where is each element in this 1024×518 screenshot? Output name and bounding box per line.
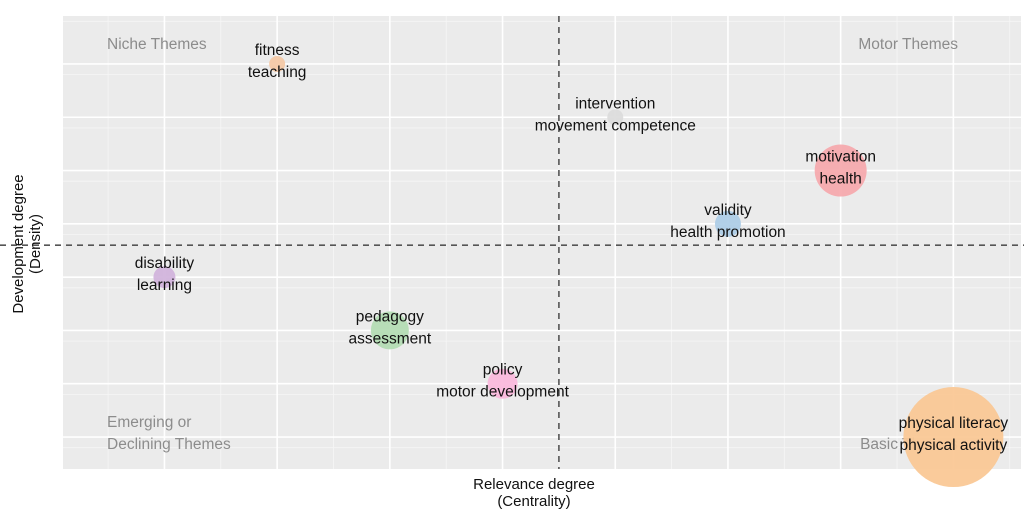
y-axis-title-line-1: Development degree	[10, 174, 27, 313]
bubble-label: disability	[135, 255, 195, 272]
bubble-label: health	[820, 171, 862, 188]
bubble-label: health promotion	[670, 224, 785, 241]
quadrant-label-bottom-left: Emerging or	[107, 414, 191, 431]
bubble-label: assessment	[348, 330, 431, 347]
bubble	[153, 266, 176, 289]
quadrant-labels: Niche Themes Motor Themes Emerging or Decli…	[107, 36, 958, 453]
quadrant-label-top-right: Motor Themes	[858, 36, 958, 53]
bubble-label: pedagogy	[356, 308, 424, 325]
point-labels: fitness teaching intervention movement comp…	[135, 42, 1009, 454]
quadrant-label-bottom-left: Declining Themes	[107, 436, 231, 453]
bubble	[607, 109, 624, 126]
bubble	[903, 387, 1004, 488]
plot-panel	[63, 16, 1021, 469]
bubble-label: teaching	[248, 64, 307, 81]
bubble-label: movement competence	[535, 117, 696, 134]
y-axis-title-line-2: (Density)	[27, 214, 44, 274]
gridlines	[63, 16, 1021, 469]
bubble-label: intervention	[575, 95, 655, 112]
bubbles	[153, 55, 1004, 488]
bubble-label: learning	[137, 277, 192, 294]
bubble	[714, 210, 741, 237]
quadrant-dividers	[0, 16, 1024, 469]
bubble-label: fitness	[255, 42, 300, 59]
bubble	[814, 144, 867, 197]
x-axis-title-line-1: Relevance degree	[473, 476, 595, 493]
bubble	[269, 55, 286, 72]
x-axis-title-line-2: (Centrality)	[497, 493, 570, 510]
quadrant-label-top-left: Niche Themes	[107, 36, 207, 53]
bubble-label: validity	[704, 202, 752, 219]
bubble-label: physical literacy	[899, 415, 1009, 432]
bubble-label: motor development	[436, 384, 569, 401]
bubble-label: policy	[483, 362, 523, 379]
bubble-label: motivation	[805, 149, 876, 166]
bubble	[370, 311, 409, 350]
bubble-label: physical activity	[900, 437, 1008, 454]
bubble	[487, 368, 518, 399]
